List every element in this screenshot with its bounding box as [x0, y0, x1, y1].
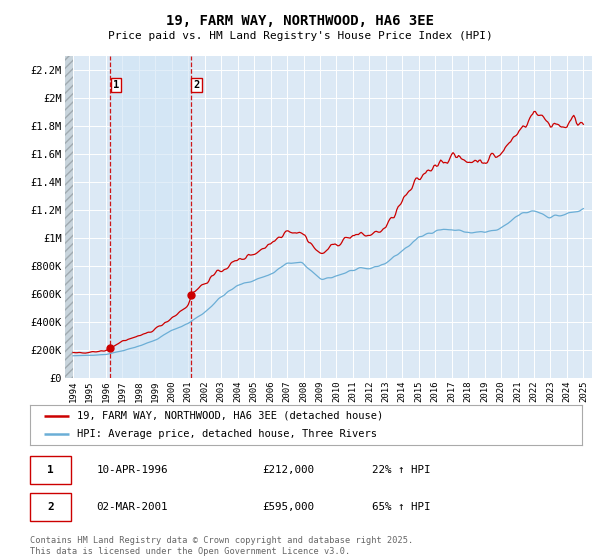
Text: 19, FARM WAY, NORTHWOOD, HA6 3EE: 19, FARM WAY, NORTHWOOD, HA6 3EE [166, 14, 434, 28]
Text: 65% ↑ HPI: 65% ↑ HPI [372, 502, 431, 511]
Bar [110, 56, 191, 378]
Text: Price paid vs. HM Land Registry's House Price Index (HPI): Price paid vs. HM Land Registry's House … [107, 31, 493, 41]
FancyBboxPatch shape [30, 493, 71, 520]
Text: HPI: Average price, detached house, Three Rivers: HPI: Average price, detached house, Thre… [77, 430, 377, 439]
Text: 2: 2 [47, 502, 54, 511]
Text: £212,000: £212,000 [262, 465, 314, 475]
FancyBboxPatch shape [30, 456, 71, 484]
Text: 02-MAR-2001: 02-MAR-2001 [96, 502, 168, 511]
Text: 10-APR-1996: 10-APR-1996 [96, 465, 168, 475]
Text: 1: 1 [113, 81, 119, 90]
Bar [65, 56, 73, 378]
Text: 1: 1 [47, 465, 54, 475]
Text: £595,000: £595,000 [262, 502, 314, 511]
Text: 19, FARM WAY, NORTHWOOD, HA6 3EE (detached house): 19, FARM WAY, NORTHWOOD, HA6 3EE (detach… [77, 411, 383, 421]
Text: 22% ↑ HPI: 22% ↑ HPI [372, 465, 431, 475]
Text: Contains HM Land Registry data © Crown copyright and database right 2025.
This d: Contains HM Land Registry data © Crown c… [30, 536, 413, 556]
Text: 2: 2 [194, 81, 200, 90]
